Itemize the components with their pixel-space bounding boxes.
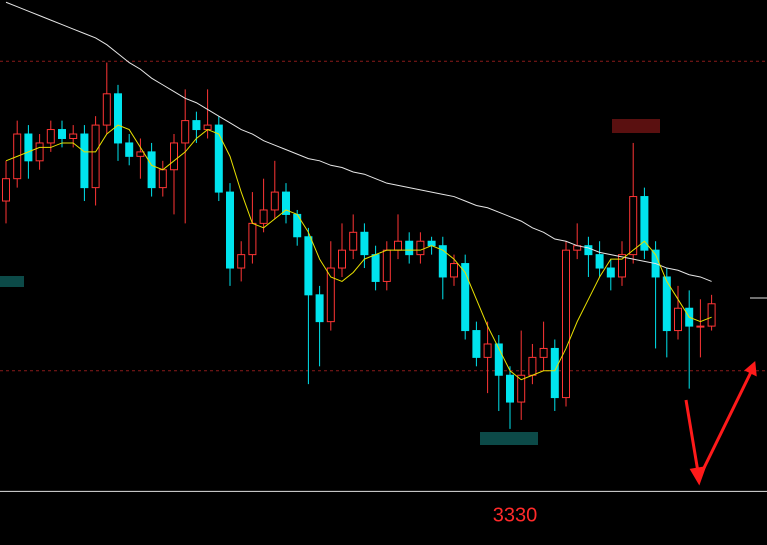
candle-body (147, 151, 156, 189)
candle-body (450, 263, 458, 278)
candle-body (629, 196, 638, 256)
candle-body (550, 347, 559, 399)
candle-body (270, 191, 279, 211)
candle-body (69, 133, 78, 139)
candle-body (562, 249, 570, 399)
candle-body (696, 325, 705, 328)
candle-body (382, 249, 391, 282)
masked-label (0, 119, 660, 445)
candle-body (606, 267, 615, 278)
candle-body (539, 347, 548, 358)
masked-label (612, 119, 660, 133)
candle-body (707, 303, 716, 327)
candle-body (394, 240, 402, 251)
candle-body (282, 191, 290, 215)
candle-body (640, 196, 649, 251)
candle-body (326, 267, 335, 323)
candle-body (114, 93, 122, 144)
candle-body (371, 254, 380, 282)
ma-short-line (5, 124, 712, 381)
candle-body (226, 191, 234, 269)
candle-body (483, 343, 492, 358)
target-label: 3330 (493, 504, 538, 526)
candle-body (349, 231, 358, 251)
candle-body (91, 124, 100, 189)
candle-body (405, 240, 414, 256)
candle-body (24, 133, 33, 162)
candle-body (595, 254, 604, 269)
candle-body (248, 222, 257, 256)
arrow-line (684, 369, 754, 483)
arrow (684, 360, 757, 486)
candle-body (158, 169, 167, 189)
candle-body (494, 343, 503, 376)
candle-body (517, 374, 526, 403)
candle-body (315, 294, 324, 323)
candle-body (472, 330, 481, 358)
arrow-head (689, 466, 707, 486)
candle-body (427, 240, 436, 247)
masked-label (0, 276, 24, 287)
candle-body (35, 142, 44, 162)
ma-long-line (5, 1, 712, 282)
candle-body (237, 254, 246, 269)
candle-body (192, 120, 201, 131)
candle-body (304, 236, 313, 296)
candle-body (136, 151, 145, 157)
candle-body (416, 240, 425, 256)
candle-body (584, 245, 593, 256)
candle-body (662, 276, 671, 332)
candle-body (2, 178, 10, 202)
candle-body (102, 93, 111, 126)
masked-label (480, 432, 538, 445)
candle-body (58, 129, 66, 139)
candle-body (618, 254, 626, 278)
candle-body (360, 231, 369, 256)
candle-body (203, 124, 212, 131)
candle-body (214, 124, 223, 193)
candle-body (674, 307, 682, 332)
candle-body (125, 142, 134, 157)
arrow-head (744, 360, 757, 377)
candle-body (80, 133, 89, 189)
candle-body (461, 263, 470, 332)
candle-body (170, 142, 178, 171)
plot (0, 1, 767, 492)
candle-body (181, 120, 190, 144)
candle-body (528, 356, 537, 376)
candle-body (338, 249, 346, 269)
candle-body (46, 129, 55, 144)
candle-body (506, 374, 514, 403)
candle-body (259, 209, 268, 224)
candle-body (438, 245, 447, 278)
